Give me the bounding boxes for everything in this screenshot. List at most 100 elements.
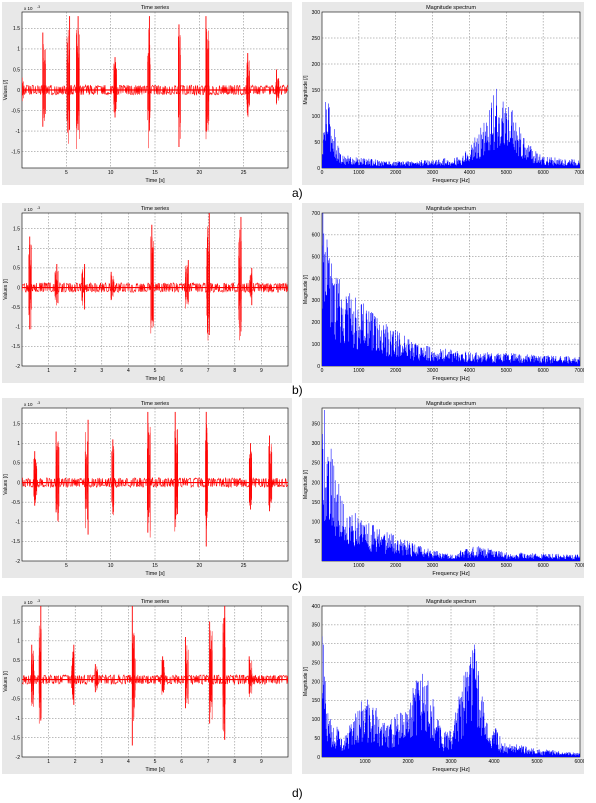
spectrum-chart-0: Magnitude spectrum Frequency [Hz] Magnitud…: [302, 2, 584, 185]
time-y-tick-label: -1.5: [11, 539, 20, 545]
spectrum-x-tick-label: 2000: [402, 759, 413, 765]
time-x-tick-label: 1: [47, 759, 50, 765]
spectrum-ylabel: Magnitude [/]: [303, 666, 309, 696]
spectrum-y-tick-label: 100: [312, 342, 321, 348]
spectrum-y-tick-label: 200: [312, 62, 321, 68]
time-y-tick-label: 1: [17, 246, 20, 252]
spectrum-x-tick-label: 5000: [501, 170, 512, 176]
time-y-tick-label: 1: [17, 639, 20, 645]
time-exponent-power: -3: [37, 5, 40, 9]
time-x-tick-label: 9: [260, 368, 263, 374]
spectrum-xlabel: Frequency [Hz]: [432, 178, 470, 184]
time-y-tick-label: -1: [16, 129, 21, 135]
spectrum-y-tick-label: 200: [312, 480, 321, 486]
spectrum-title: Magnitude spectrum: [426, 599, 476, 605]
spectrum-ylabel: Magnitude [/]: [303, 75, 309, 105]
time-x-tick-label: 8: [233, 759, 236, 765]
time-x-tick-label: 2: [74, 759, 77, 765]
spectrum-y-tick-label: 300: [312, 10, 321, 16]
spectrum-y-tick-label: 250: [312, 660, 321, 666]
spectrum-x-tick-label: 5000: [531, 759, 542, 765]
time-y-tick-label: 1.5: [13, 619, 20, 625]
spectrum-y-tick-label: 0: [317, 166, 320, 172]
time-x-tick-label: 15: [152, 563, 158, 569]
spectrum-y-tick-label: 400: [312, 604, 321, 610]
time-ylabel: Values [/]: [3, 79, 9, 100]
time-x-tick-label: 5: [154, 368, 157, 374]
row-label: d): [292, 786, 303, 800]
spectrum-y-tick-label: 100: [312, 717, 321, 723]
spectrum-x-tick-label: 7000: [574, 368, 584, 374]
time-ylabel: Values [/]: [3, 279, 9, 300]
time-title: Time series: [141, 206, 169, 212]
time-y-tick-label: 1: [17, 47, 20, 53]
spectrum-x-tick-label: 6000: [574, 759, 584, 765]
spectrum-x-tick-label: 7000: [574, 563, 584, 569]
time-y-tick-label: -2: [16, 364, 21, 370]
time-y-tick-label: 0.5: [13, 658, 20, 664]
spectrum-y-tick-label: 300: [312, 441, 321, 447]
spectrum-bars: [322, 410, 580, 561]
spectrum-y-tick-label: 0: [317, 755, 320, 761]
time-y-tick-label: -2: [16, 559, 21, 565]
time-x-tick-label: 10: [108, 563, 114, 569]
spectrum-y-tick-label: 300: [312, 298, 321, 304]
time-exponent-power: -3: [37, 401, 40, 405]
time-y-tick-label: 0: [17, 285, 20, 291]
spectrum-y-tick-label: 600: [312, 233, 321, 239]
time-x-tick-label: 1: [47, 368, 50, 374]
spectrum-x-tick-label: 1000: [359, 759, 370, 765]
time-y-tick-label: 0.5: [13, 67, 20, 73]
spectrum-x-tick-label: 0: [321, 170, 324, 176]
spectrum-series-group: [322, 88, 580, 168]
spectrum-x-tick-label: 6000: [538, 563, 549, 569]
spectrum-title: Magnitude spectrum: [426, 401, 476, 407]
spectrum-series-group: [322, 410, 580, 561]
spectrum-y-tick-label: 150: [312, 698, 321, 704]
spectrum-series-group: [322, 636, 580, 757]
spectrum-ylabel: Magnitude [/]: [303, 274, 309, 304]
spectrum-x-tick-label: 3000: [427, 170, 438, 176]
spectrum-x-tick-label: 2000: [390, 170, 401, 176]
spectrum-x-tick-label: 4000: [464, 368, 475, 374]
spectrum-y-tick-label: 500: [312, 255, 321, 261]
time-y-tick-label: -1: [16, 325, 21, 331]
time-y-tick-label: 0.5: [13, 266, 20, 272]
time-series-group: [22, 411, 288, 547]
time-x-tick-label: 7: [207, 368, 210, 374]
spectrum-y-tick-label: 250: [312, 36, 321, 42]
spectrum-bars: [322, 213, 580, 366]
time-chart-3: Time series Time [s] Values [/] 1 2 3 4 5 6 7 8 9 1.…: [2, 596, 292, 774]
time-xlabel: Time [s]: [145, 571, 165, 577]
spectrum-x-tick-label: 4000: [464, 563, 475, 569]
time-title: Time series: [141, 599, 169, 605]
row-label: a): [292, 186, 303, 200]
spectrum-x-tick-label: 4000: [488, 759, 499, 765]
time-y-tick-label: -0.5: [11, 305, 20, 311]
spectrum-x-tick-label: 7000: [574, 170, 584, 176]
time-y-tick-label: -1.5: [11, 735, 20, 741]
time-chart-1: Time series Time [s] Values [/] 1 2 3 4 5 6 7 8 9 1.…: [2, 203, 292, 383]
row-label: b): [292, 383, 303, 397]
time-series-group: [22, 16, 288, 149]
time-x-tick-label: 10: [108, 170, 114, 176]
spectrum-x-tick-label: 5000: [501, 563, 512, 569]
spectrum-y-tick-label: 150: [312, 88, 321, 94]
spectrum-series-group: [322, 213, 580, 366]
time-title: Time series: [141, 5, 169, 11]
time-y-tick-label: -1: [16, 520, 21, 526]
spectrum-y-tick-label: 350: [312, 421, 321, 427]
time-series-group: [22, 606, 288, 746]
spectrum-y-tick-label: 300: [312, 642, 321, 648]
time-ylabel: Values [/]: [3, 671, 9, 692]
spectrum-chart-1: Magnitude spectrum Frequency [Hz] Magnitud…: [302, 203, 584, 383]
time-y-tick-label: 1: [17, 441, 20, 447]
spectrum-xlabel: Frequency [Hz]: [432, 571, 470, 577]
time-x-tick-label: 5: [154, 759, 157, 765]
spectrum-y-tick-label: 250: [312, 461, 321, 467]
spectrum-chart-3: Magnitude spectrum Frequency [Hz] Magnitud…: [302, 596, 584, 774]
spectrum-chart-2: Magnitude spectrum Frequency [Hz] Magnitud…: [302, 398, 584, 578]
spectrum-x-tick-label: 6000: [538, 170, 549, 176]
spectrum-y-tick-label: 0: [317, 364, 320, 370]
time-x-tick-label: 25: [241, 563, 247, 569]
